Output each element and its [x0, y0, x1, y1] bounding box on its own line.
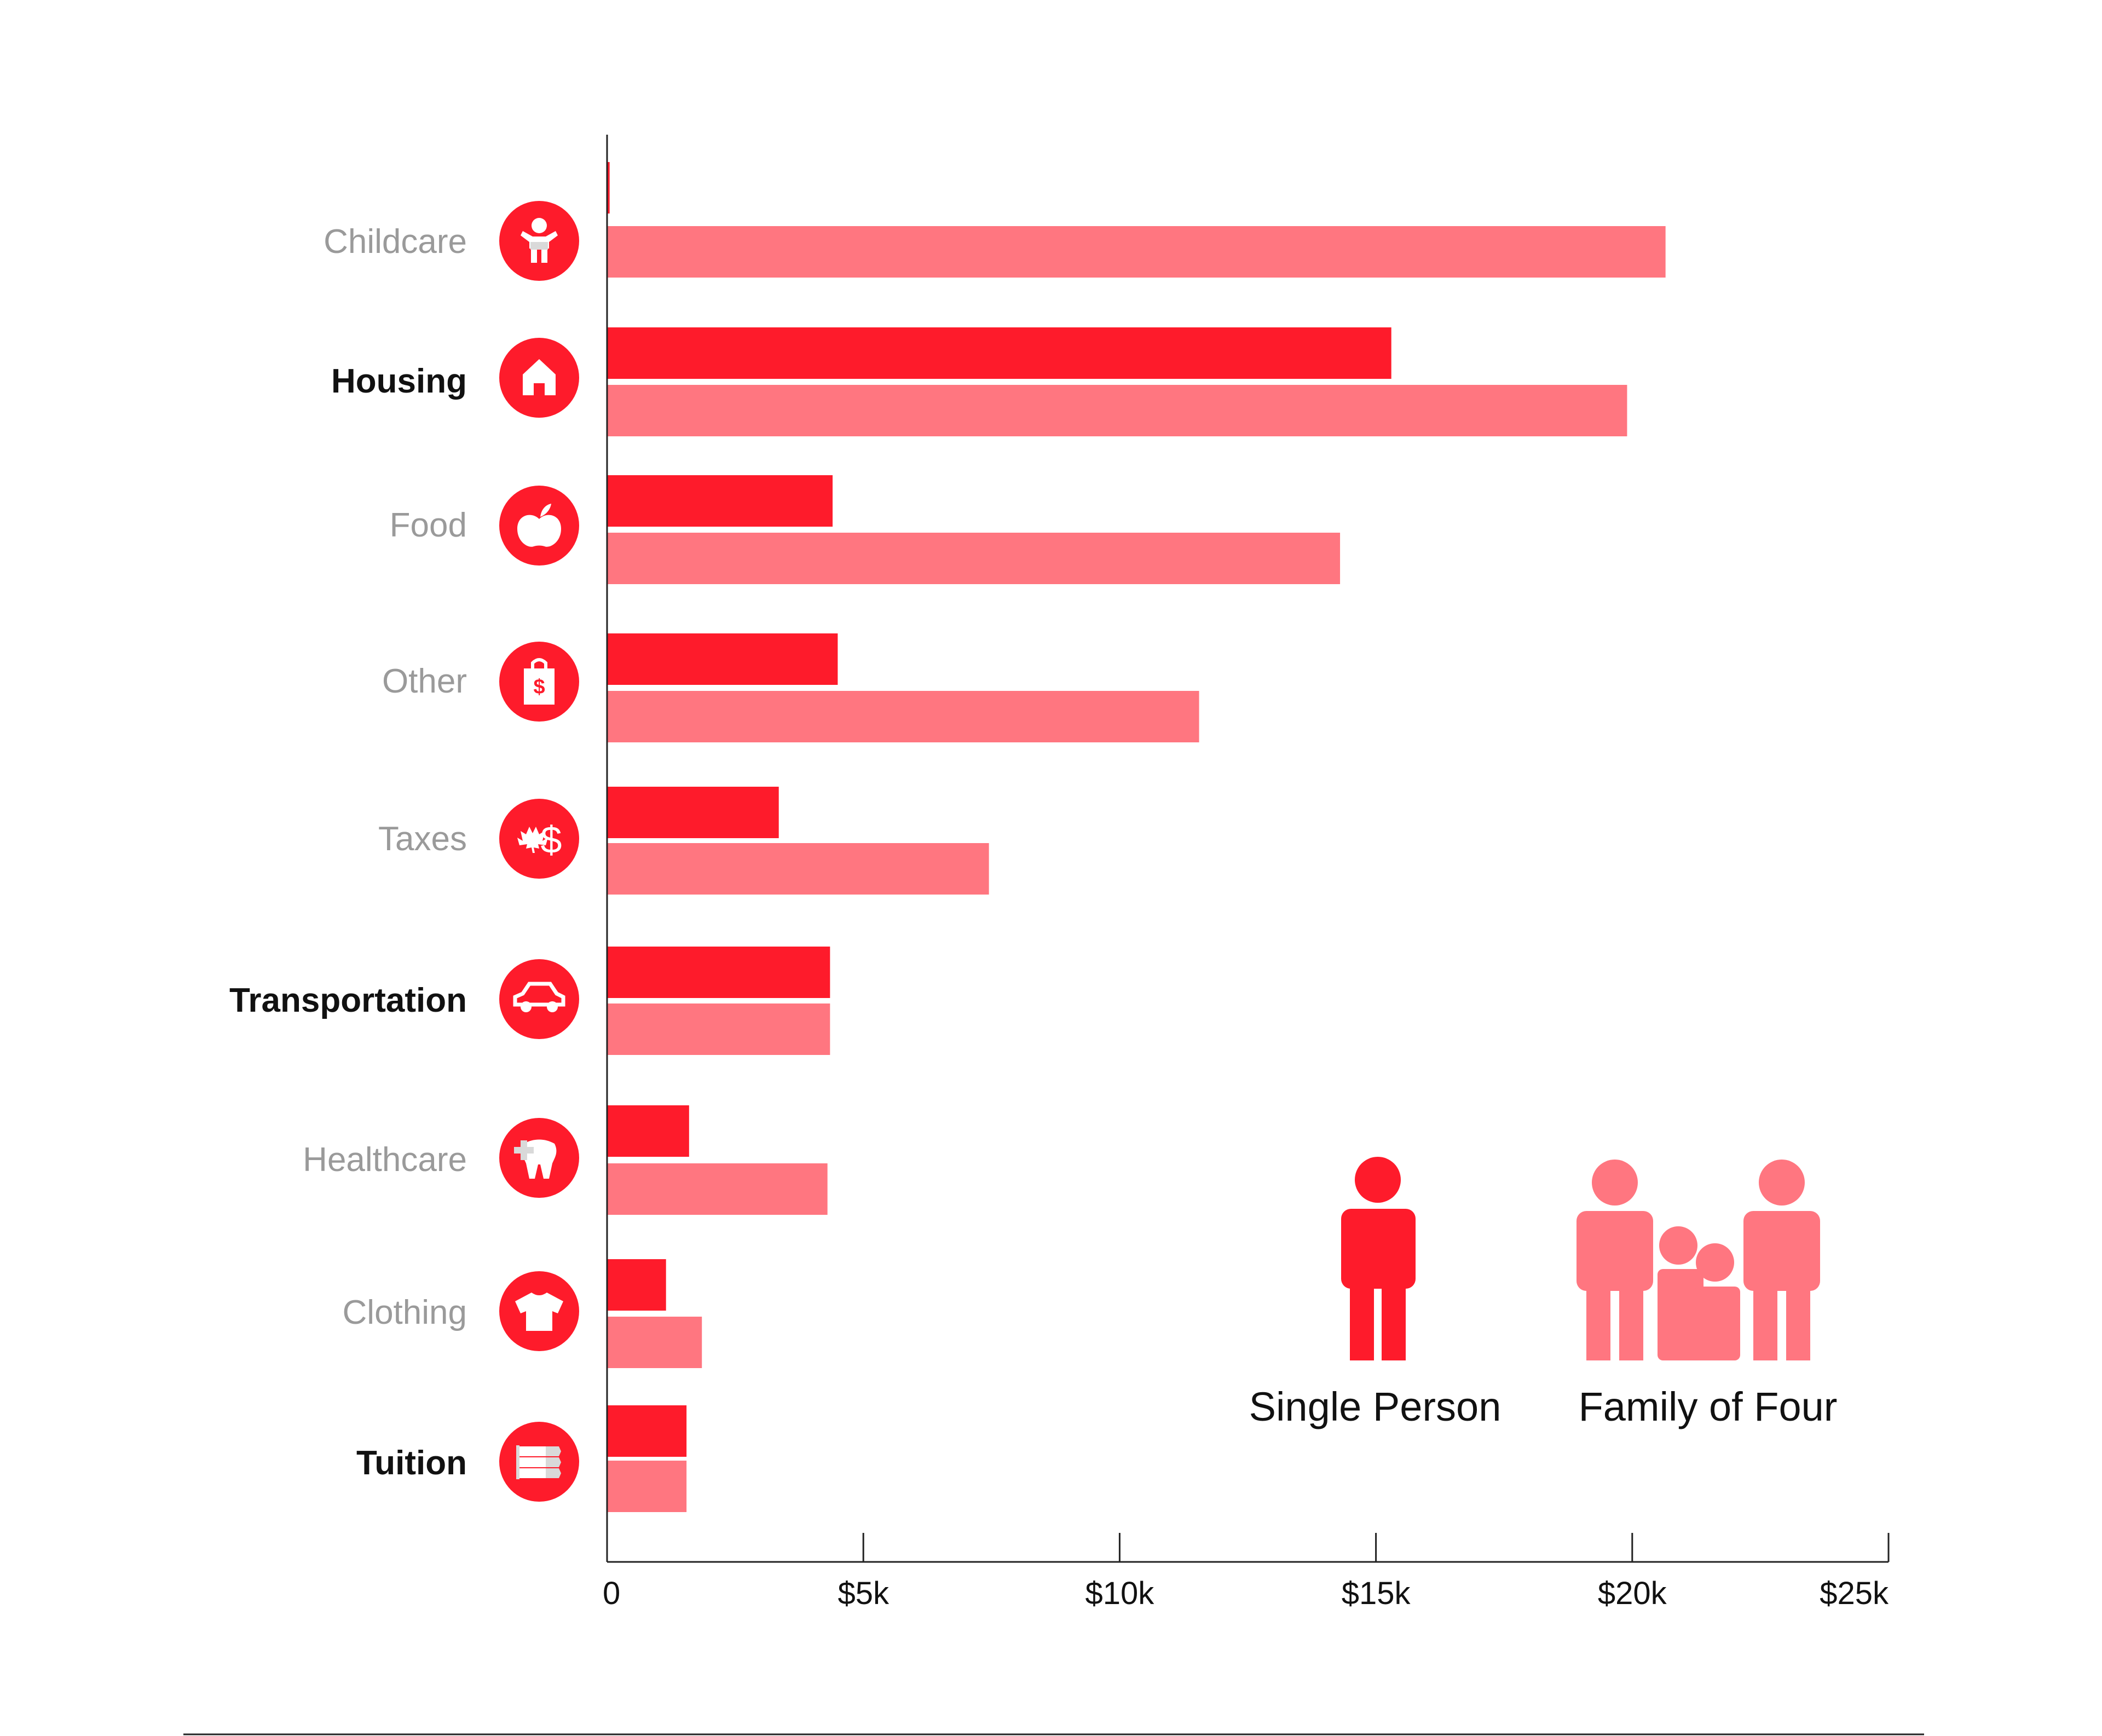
bar-family-tuition	[607, 1461, 687, 1512]
svg-text:$: $	[533, 676, 545, 699]
x-tick-label: $20k	[1598, 1576, 1667, 1611]
x-tick-label: $10k	[1085, 1576, 1155, 1611]
tshirt-icon	[499, 1271, 579, 1351]
category-label-housing: Housing	[331, 362, 467, 400]
bar-family-healthcare	[607, 1163, 828, 1215]
bar-family-taxes	[607, 843, 989, 895]
bar-family-clothing	[607, 1317, 702, 1368]
shopping-bag-icon: $	[499, 642, 579, 722]
maple-leaf-dollar-icon: $	[499, 799, 579, 879]
legend-label-single: Single Person	[1249, 1384, 1502, 1429]
category-labels: Childcare Housing Food Other Taxes Transporta…	[229, 223, 467, 1482]
category-label-clothing: Clothing	[343, 1294, 467, 1331]
bar-single-taxes	[607, 787, 779, 838]
bar-family-transportation	[607, 1003, 830, 1055]
x-tick-label: $5k	[838, 1576, 890, 1611]
x-tick-label: $15k	[1342, 1576, 1411, 1611]
car-icon	[499, 959, 579, 1039]
category-label-healthcare: Healthcare	[303, 1141, 467, 1179]
bar-single-transportation	[607, 947, 830, 998]
category-label-taxes: Taxes	[378, 820, 467, 858]
category-label-childcare: Childcare	[324, 223, 467, 261]
category-label-transportation: Transportation	[229, 982, 467, 1019]
bar-single-housing	[607, 327, 1391, 379]
books-icon	[499, 1422, 579, 1502]
bar-single-food	[607, 475, 833, 527]
legend: Single Person Family of Four	[1249, 1157, 1838, 1429]
single-person-icon	[1341, 1157, 1416, 1360]
family-of-four-icon	[1576, 1160, 1820, 1360]
x-tick-label: $25k	[1820, 1576, 1889, 1611]
bar-single-tuition	[607, 1405, 687, 1457]
bars-group	[607, 162, 1666, 1512]
category-label-other: Other	[382, 662, 467, 700]
bar-family-food	[607, 533, 1341, 584]
bar-single-childcare	[607, 162, 610, 214]
category-label-food: Food	[390, 506, 467, 544]
bar-single-other	[607, 633, 838, 685]
category-label-tuition: Tuition	[356, 1444, 467, 1482]
svg-text:$: $	[541, 818, 562, 861]
axes: 0 $5k $10k $15k $20k $25k	[183, 135, 1924, 1735]
apple-icon	[499, 486, 579, 566]
legend-label-family: Family of Four	[1579, 1384, 1838, 1429]
child-icon	[499, 201, 579, 281]
bar-family-other	[607, 691, 1199, 742]
bar-single-clothing	[607, 1259, 666, 1311]
tooth-icon	[499, 1118, 579, 1198]
x-tick-label: 0	[603, 1576, 620, 1611]
category-icons: $$	[499, 201, 579, 1502]
bar-family-childcare	[607, 226, 1666, 278]
bar-family-housing	[607, 385, 1627, 436]
house-icon	[499, 338, 579, 418]
bar-single-healthcare	[607, 1105, 689, 1157]
